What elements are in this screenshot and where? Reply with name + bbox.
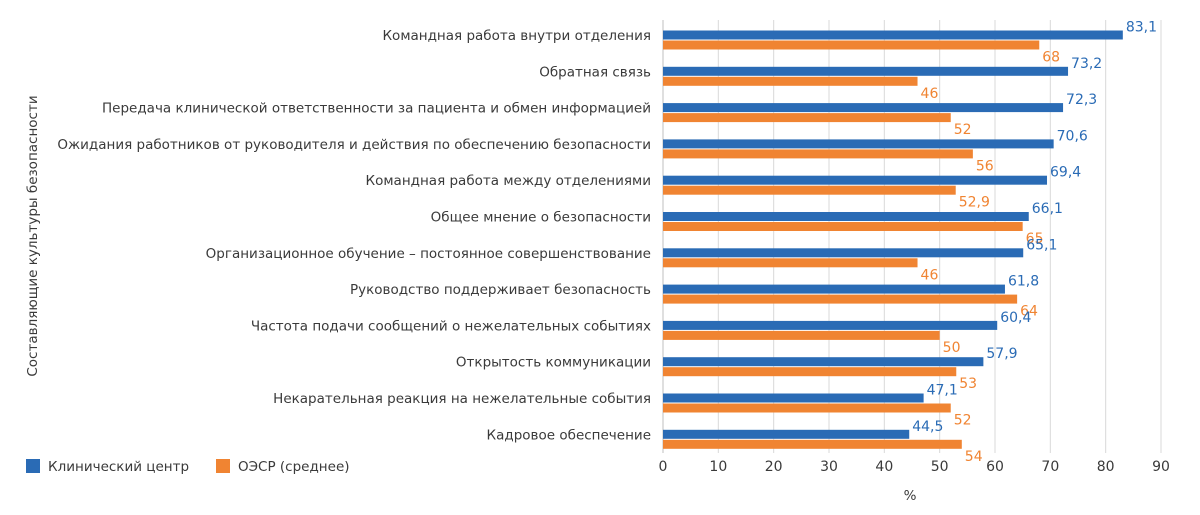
grid-lines	[662, 20, 1162, 453]
x-tick-label: 60	[986, 459, 1004, 475]
bar-oecd-average	[663, 185, 956, 195]
bar-oecd-average	[663, 222, 1023, 231]
category-label: Ожидания работников от руководителя и де…	[57, 137, 651, 153]
x-axis-title: %	[904, 488, 917, 504]
value-label-clinical-center: 47,1	[927, 383, 958, 399]
value-label-clinical-center: 61,8	[1008, 274, 1039, 290]
value-label-oecd-average: 52	[954, 122, 972, 138]
value-label-oecd-average: 46	[921, 86, 939, 102]
legend-label-clinical-center: Клинический центр	[48, 459, 189, 475]
value-label-oecd-average: 68	[1042, 50, 1060, 66]
category-label: Некарательная реакция на нежелательные с…	[273, 391, 651, 407]
value-label-oecd-average: 65	[1026, 231, 1044, 247]
value-label-oecd-average: 56	[976, 158, 994, 174]
value-labels: 83,1 68 73,2 46 72,3 52 70,6 56 69,4 52,9 66,1 6565…	[912, 20, 1157, 465]
x-tick-labels: 0 10 20 30 40 50 60 70 80 90	[659, 459, 1170, 475]
bar-clinical-center	[663, 320, 998, 330]
bar-oecd-average	[663, 439, 962, 449]
bar-oecd-average	[663, 367, 957, 377]
legend-label-oecd-average: ОЭСР (среднее)	[238, 459, 350, 475]
value-label-clinical-center: 44,5	[912, 419, 943, 435]
bar-clinical-center	[663, 248, 1024, 258]
bar-clinical-center	[663, 175, 1048, 185]
value-label-oecd-average: 52,9	[959, 195, 990, 211]
bar-clinical-center	[663, 103, 1064, 113]
category-label: Открытость коммуникации	[456, 355, 651, 371]
value-label-oecd-average: 53	[959, 376, 977, 392]
x-tick-label: 80	[1097, 459, 1115, 475]
value-label-clinical-center: 70,6	[1057, 128, 1088, 144]
value-label-oecd-average: 54	[965, 449, 983, 465]
bar-clinical-center	[663, 284, 1005, 294]
category-label: Передача клинической ответственности за …	[102, 101, 651, 117]
value-label-clinical-center: 69,4	[1050, 165, 1081, 181]
value-label-clinical-center: 66,1	[1032, 201, 1063, 217]
category-label: Руководство поддерживает безопасность	[350, 282, 651, 298]
bar-clinical-center	[663, 393, 924, 403]
x-tick-label: 20	[765, 459, 783, 475]
bar-oecd-average	[663, 76, 918, 86]
x-tick-label: 50	[931, 459, 949, 475]
x-tick-label: 90	[1152, 459, 1170, 475]
value-label-clinical-center: 73,2	[1071, 56, 1102, 72]
y-axis-title: Составляющие культуры безопасности	[25, 95, 41, 376]
value-label-oecd-average: 46	[921, 267, 939, 283]
category-labels: Командная работа внутри отделения Обратна…	[57, 28, 651, 443]
value-label-clinical-center: 83,1	[1126, 20, 1157, 36]
bar-oecd-average	[663, 403, 951, 413]
value-label-clinical-center: 60,4	[1000, 310, 1031, 326]
bar-oecd-average	[663, 330, 940, 340]
x-tick-label: 30	[820, 459, 838, 475]
category-label: Частота подачи сообщений о нежелательных…	[251, 318, 651, 334]
x-tick-label: 0	[659, 459, 668, 475]
bar-oecd-average	[663, 258, 918, 268]
category-label: Организационное обучение – постоянное со…	[206, 246, 651, 262]
x-tick-label: 70	[1041, 459, 1059, 475]
bar-oecd-average	[663, 113, 951, 123]
legend-swatch-oecd-average	[216, 459, 230, 473]
value-label-oecd-average: 64	[1020, 304, 1038, 320]
value-label-clinical-center: 65,1	[1026, 237, 1057, 253]
category-label: Командная работа внутри отделения	[382, 28, 651, 44]
bar-clinical-center	[663, 429, 910, 439]
bar-clinical-center	[663, 66, 1069, 76]
category-label: Командная работа между отделениями	[366, 173, 651, 189]
category-label: Обратная связь	[539, 64, 651, 80]
bar-oecd-average	[663, 294, 1018, 304]
legend: Клинический центр ОЭСР (среднее)	[26, 459, 350, 475]
category-label: Кадровое обеспечение	[487, 427, 651, 443]
value-label-clinical-center: 57,9	[986, 346, 1017, 362]
legend-swatch-clinical-center	[26, 459, 40, 473]
bar-oecd-average	[663, 40, 1040, 50]
value-label-oecd-average: 50	[943, 340, 961, 356]
value-label-oecd-average: 52	[954, 413, 972, 429]
value-label-clinical-center: 72,3	[1066, 92, 1097, 108]
category-label: Общее мнение о безопасности	[431, 210, 651, 226]
bar-clinical-center	[663, 357, 984, 367]
bar-oecd-average	[663, 149, 973, 159]
x-tick-label: 10	[709, 459, 727, 475]
bar-clinical-center	[663, 139, 1054, 149]
bars	[663, 30, 1123, 449]
x-tick-label: 40	[875, 459, 893, 475]
bar-clinical-center	[663, 212, 1029, 221]
bar-clinical-center	[663, 30, 1123, 40]
